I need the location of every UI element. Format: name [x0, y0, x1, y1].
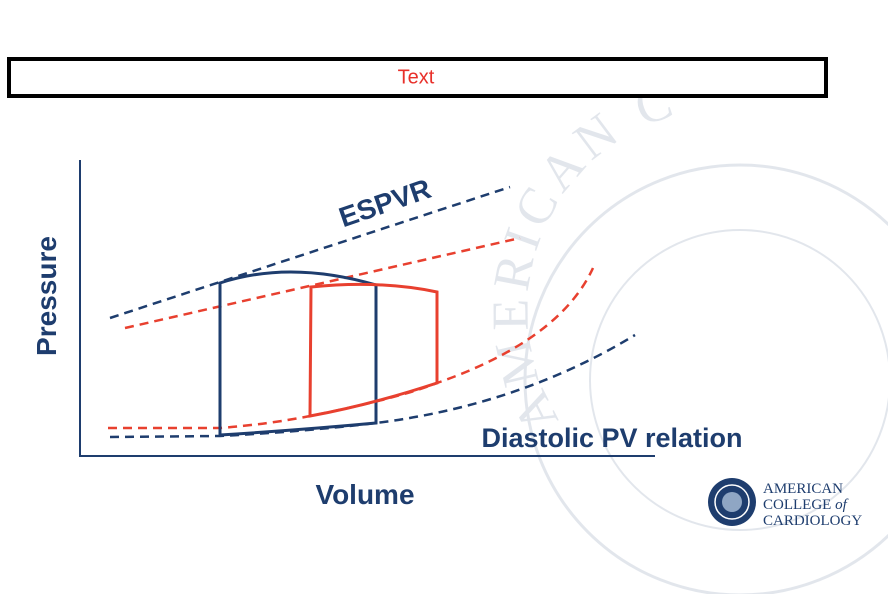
- logo-line3: CARDIOLOGY: [763, 513, 862, 529]
- pv-loop-blue: [218, 270, 378, 437]
- logo-seal-center: [722, 492, 742, 512]
- x-axis-label: Volume: [315, 479, 414, 510]
- logo-seal-ring: [714, 484, 750, 520]
- espvr-line: [109, 185, 511, 320]
- header-box: [7, 57, 828, 98]
- logo: AMERICAN COLLEGE of CARDIOLOGY: [708, 478, 862, 529]
- espvr-label: ESPVR: [335, 173, 435, 233]
- logo-line1: AMERICAN: [763, 481, 843, 497]
- watermark-ring: [523, 163, 888, 594]
- y-axis-label: Pressure: [31, 236, 62, 356]
- watermark-ring: [589, 229, 888, 531]
- logo-line2-main: COLLEGE: [763, 497, 831, 513]
- pv-loop-red: [308, 282, 439, 418]
- logo-line2-italic: of: [835, 497, 849, 513]
- edpvr-label: Diastolic PV relation: [481, 423, 742, 453]
- header-text: Text: [398, 66, 435, 88]
- espvr-line-red: [124, 236, 521, 330]
- logo-line2: COLLEGE of: [763, 497, 849, 513]
